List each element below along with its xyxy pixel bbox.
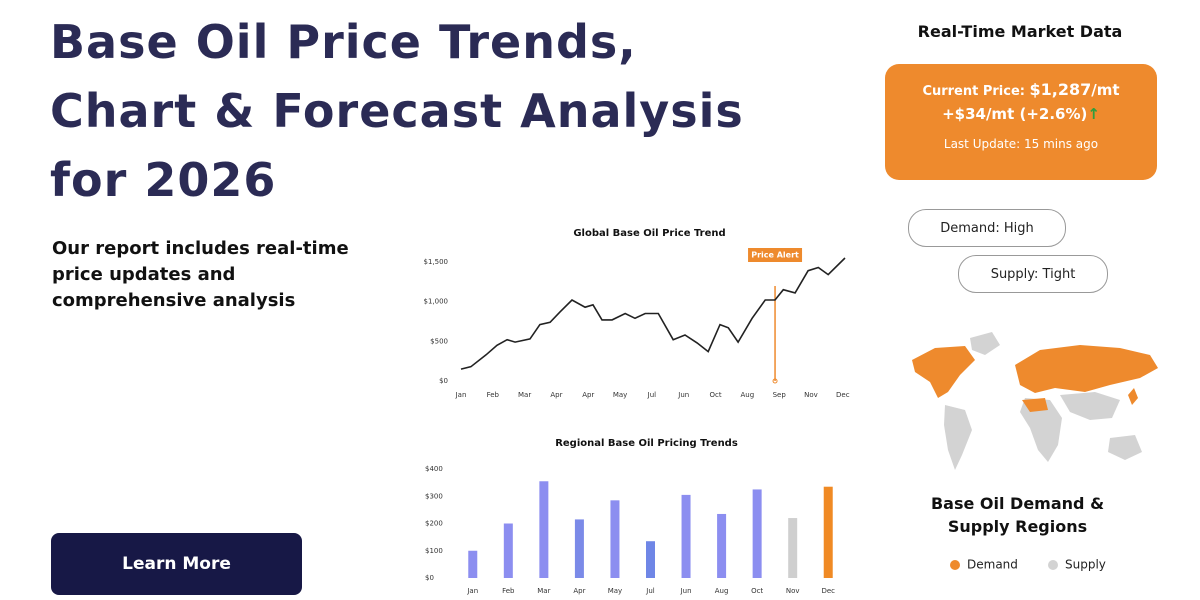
y-tick-label: $0 <box>439 377 448 385</box>
y-tick-label: $0 <box>425 574 434 582</box>
x-tick-label: May <box>613 391 627 399</box>
price-line <box>460 257 846 370</box>
bar <box>539 481 549 578</box>
annotation-text: Price Alert <box>751 251 799 260</box>
map-title-line: Supply Regions <box>947 517 1088 536</box>
x-tick-label: Jun <box>677 391 689 399</box>
map-region <box>1022 398 1048 412</box>
x-tick-label: Apr <box>573 587 585 595</box>
x-tick-label: Jun <box>680 587 692 595</box>
title-line: Base Oil Price Trends, <box>50 15 637 69</box>
x-tick-label: Oct <box>709 391 721 399</box>
x-tick-label: Dec <box>821 587 835 595</box>
demand-badge: Demand: High <box>908 209 1066 247</box>
map-region <box>1015 345 1158 393</box>
bar <box>646 541 655 578</box>
chart-title: Global Base Oil Price Trend <box>573 228 725 239</box>
y-tick-label: $100 <box>425 547 443 555</box>
x-tick-label: Jul <box>647 391 657 399</box>
y-tick-label: $200 <box>425 520 443 528</box>
x-tick-label: Jan <box>455 391 467 399</box>
bar <box>574 519 584 578</box>
x-tick-label: Mar <box>537 587 550 595</box>
intro-line: Our report includes real-time <box>52 238 349 259</box>
annotation-box <box>748 248 803 262</box>
map-region <box>970 332 1000 355</box>
intro-line: comprehensive analysis <box>52 290 296 311</box>
supply-badge: Supply: Tight <box>958 255 1108 293</box>
x-tick-label: Feb <box>487 391 500 399</box>
title: Base Oil Price Trends, Chart & Forecast … <box>50 8 744 215</box>
market-heading: Real-Time Market Data <box>917 22 1123 41</box>
price-label: Current Price: <box>922 84 1025 99</box>
up-arrow: ↑ <box>1087 105 1100 123</box>
map-region <box>1108 435 1142 460</box>
bar <box>468 550 478 578</box>
bar <box>788 518 798 578</box>
x-tick-label: Oct <box>751 587 763 595</box>
map-region <box>1128 388 1138 405</box>
y-tick-label: $300 <box>425 492 443 500</box>
x-tick-label: Jan <box>466 587 478 595</box>
map-region <box>1060 392 1120 420</box>
x-tick-label: Aug <box>715 587 729 595</box>
title-line: for 2026 <box>50 153 277 207</box>
x-tick-label: Sep <box>773 391 787 399</box>
change-row: +$34/mt (+2.6%)↑ <box>885 105 1157 123</box>
legend-label: Demand <box>967 558 1018 572</box>
last-update: Last Update: 15 mins ago <box>943 137 1099 151</box>
x-tick-label: Feb <box>502 587 515 595</box>
legend-swatch <box>1048 560 1058 570</box>
legend-swatch <box>950 560 960 570</box>
map-region <box>1020 398 1062 462</box>
x-tick-label: May <box>608 587 622 595</box>
legend-label: Supply <box>1065 558 1106 572</box>
chart-title: Regional Base Oil Pricing Trends <box>555 438 738 449</box>
price-box: Current Price: $1,287/mt +$34/mt (+2.6%)… <box>885 64 1157 180</box>
x-tick-label: Nov <box>786 587 800 595</box>
price-unit: /mt <box>1091 81 1120 99</box>
annotation-dot <box>772 378 778 384</box>
map-region <box>912 346 975 398</box>
learn-more-button[interactable]: Learn More <box>51 533 302 595</box>
bar <box>717 513 727 578</box>
bar <box>610 500 620 578</box>
x-tick-label: Dec <box>836 391 850 399</box>
y-tick-label: $1,000 <box>424 298 449 306</box>
x-tick-label: Aug <box>741 391 755 399</box>
map-title: Base Oil Demand & Supply Regions <box>900 492 1135 538</box>
intro-line: price updates and <box>52 264 236 285</box>
title-line: Chart & Forecast Analysis <box>50 84 744 138</box>
x-tick-label: Apr <box>582 391 594 399</box>
bar <box>503 523 513 578</box>
price: $1,287 <box>1029 80 1092 99</box>
y-tick-label: $1,500 <box>424 258 449 266</box>
x-tick-label: Apr <box>550 391 562 399</box>
map-region <box>944 405 972 470</box>
y-tick-label: $400 <box>425 465 443 473</box>
intro: Our report includes real-time price upda… <box>52 236 349 314</box>
price-row: Current Price: $1,287/mt <box>885 80 1157 99</box>
map-title-line: Base Oil Demand & <box>930 494 1105 513</box>
price-change: +$34/mt (+2.6%) <box>942 105 1088 123</box>
world-map <box>912 332 1158 470</box>
x-tick-label: Nov <box>804 391 818 399</box>
bar <box>823 486 833 578</box>
y-tick-label: $500 <box>430 337 448 345</box>
bar <box>681 494 691 578</box>
bar <box>752 489 762 578</box>
x-tick-label: Jul <box>645 587 655 595</box>
x-tick-label: Mar <box>518 391 531 399</box>
